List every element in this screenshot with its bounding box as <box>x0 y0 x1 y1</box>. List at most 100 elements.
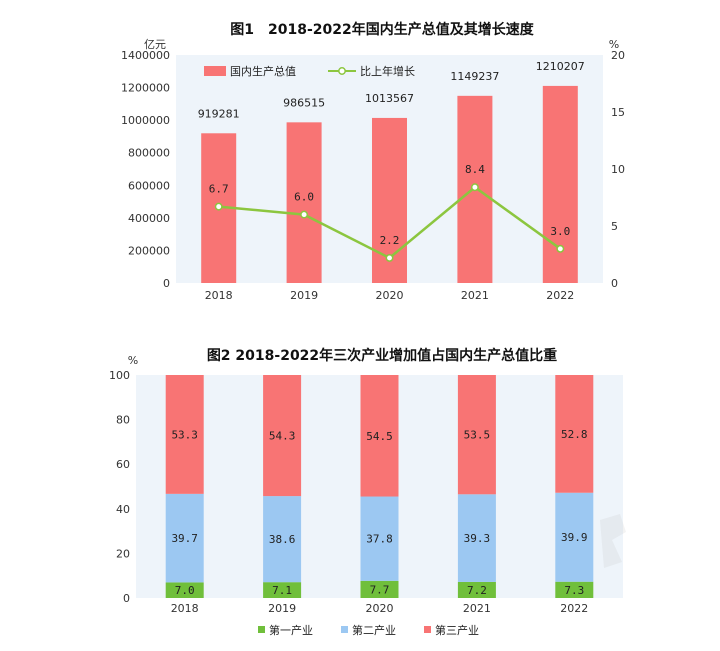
legend-growth-label: 比上年增长 <box>360 64 415 78</box>
growth-value-label: 6.0 <box>294 191 314 204</box>
secondary-industry-segment-label: 39.3 <box>464 532 491 545</box>
chart2-unit: % <box>128 354 138 367</box>
left-tick-label: 400000 <box>128 212 170 225</box>
legend-gdp-swatch <box>204 66 226 76</box>
left-tick-label: 1400000 <box>121 49 170 62</box>
chart1-left-unit: 亿元 <box>144 38 166 51</box>
primary-industry-segment-label: 7.2 <box>467 584 487 597</box>
growth-value-label: 8.4 <box>465 163 485 176</box>
growth-point <box>214 202 223 211</box>
x-tick-label: 2021 <box>463 602 491 615</box>
y-tick-label: 100 <box>109 369 130 382</box>
chart2-title: 图2 2018-2022年三次产业增加值占国内生产总值比重 <box>207 347 557 364</box>
gdp-value-label: 1013567 <box>365 92 414 105</box>
y-tick-label: 80 <box>116 414 130 427</box>
x-tick-label: 2022 <box>546 289 574 302</box>
chart2-y-axis-ticks: 0 20 40 60 80 100 <box>109 369 130 605</box>
right-tick-label: 0 <box>611 277 618 290</box>
secondary-industry-segment-label: 39.7 <box>171 532 198 545</box>
left-tick-label: 800000 <box>128 147 170 160</box>
secondary-industry-segment-label: 38.6 <box>269 533 296 546</box>
left-tick-label: 1200000 <box>121 82 170 95</box>
x-tick-label: 2021 <box>461 289 489 302</box>
x-tick-label: 2019 <box>290 289 318 302</box>
tertiary-industry-segment-label: 54.5 <box>366 430 393 443</box>
left-tick-label: 0 <box>163 277 170 290</box>
gdp-value-label: 1149237 <box>450 70 499 83</box>
legend-gdp-label: 国内生产总值 <box>230 64 296 78</box>
growth-value-label: 6.7 <box>209 183 229 196</box>
secondary-industry-segment <box>457 494 496 582</box>
legend-swatch <box>341 626 348 633</box>
x-tick-label: 2019 <box>268 602 296 615</box>
growth-value-label: 3.0 <box>550 225 570 238</box>
x-tick-label: 2020 <box>366 602 394 615</box>
growth-value-label: 2.2 <box>380 234 400 247</box>
right-tick-label: 5 <box>611 220 618 233</box>
left-tick-label: 200000 <box>128 244 170 257</box>
right-tick-label: 15 <box>611 106 625 119</box>
growth-point <box>470 183 479 192</box>
legend-swatch <box>258 626 265 633</box>
primary-industry-segment-label: 7.1 <box>272 584 292 597</box>
tertiary-industry-segment <box>360 375 399 497</box>
tertiary-industry-segment <box>263 375 302 497</box>
x-tick-label: 2022 <box>560 602 588 615</box>
chart2-legend: 第一产业 第二产业 第三产业 <box>258 623 479 637</box>
legend-label: 第三产业 <box>435 623 479 637</box>
right-tick-label: 20 <box>611 49 625 62</box>
y-tick-label: 20 <box>116 547 130 560</box>
primary-industry-segment <box>555 581 594 598</box>
watermark <box>600 514 626 568</box>
primary-industry-segment <box>360 580 399 598</box>
tertiary-industry-segment <box>165 375 204 494</box>
y-tick-label: 60 <box>116 458 130 471</box>
secondary-industry-segment <box>555 492 594 582</box>
y-tick-label: 0 <box>123 592 130 605</box>
tertiary-industry-segment-label: 54.3 <box>269 430 296 443</box>
secondary-industry-segment-label: 39.9 <box>561 531 588 544</box>
tertiary-industry-segment <box>457 375 496 495</box>
right-tick-label: 10 <box>611 163 625 176</box>
primary-industry-segment-label: 7.7 <box>370 583 390 596</box>
tertiary-industry-segment-label: 53.3 <box>171 428 198 441</box>
chart1-right-unit: % <box>609 38 619 51</box>
growth-point <box>556 244 565 253</box>
tertiary-industry-segment-label: 53.5 <box>464 429 491 442</box>
primary-industry-segment <box>457 581 496 598</box>
gdp-bar <box>542 85 578 283</box>
legend-label: 第二产业 <box>352 623 396 637</box>
secondary-industry-segment <box>165 493 204 583</box>
tertiary-industry-segment <box>555 375 594 493</box>
secondary-industry-segment-label: 37.8 <box>366 533 393 546</box>
chart1-left-axis-ticks: 0 200000 400000 600000 800000 1000000 1200000 1… <box>121 49 170 290</box>
tertiary-industry-segment-label: 52.8 <box>561 428 588 441</box>
chart1-gdp-bars: 919281 986515 1013567 1149237 1210207 <box>198 60 585 283</box>
secondary-industry-segment <box>263 496 302 583</box>
left-tick-label: 1000000 <box>121 114 170 127</box>
chart1-x-axis-ticks: 2018 2019 2020 2021 2022 <box>205 289 575 302</box>
legend-swatch <box>424 626 431 633</box>
chart1-legend: 国内生产总值 比上年增长 <box>204 64 415 78</box>
legend-label: 第一产业 <box>269 623 313 637</box>
legend-growth-marker <box>338 67 346 75</box>
secondary-industry-segment <box>360 496 399 581</box>
chart1-title: 图1 2018-2022年国内生产总值及其增长速度 <box>230 21 534 38</box>
primary-industry-segment <box>263 582 302 598</box>
left-tick-label: 600000 <box>128 179 170 192</box>
primary-industry-segment <box>165 582 204 598</box>
primary-industry-segment-label: 7.3 <box>564 584 584 597</box>
y-tick-label: 40 <box>116 503 130 516</box>
x-tick-label: 2020 <box>376 289 404 302</box>
chart1: 图1 2018-2022年国内生产总值及其增长速度 亿元 % 0 200000 40… <box>121 21 625 302</box>
chart2: 图2 2018-2022年三次产业增加值占国内生产总值比重 % 0 20 40 60 8… <box>109 347 623 637</box>
growth-point <box>300 210 309 219</box>
chart2-stacked-bars: 7.0 39.7 53.3 7.1 38.6 54.3 7.7 37.8 54.5 7.2 39.3… <box>165 375 594 598</box>
chart2-x-axis-ticks: 2018 2019 2020 2021 2022 <box>171 602 589 615</box>
growth-point <box>385 253 394 262</box>
x-tick-label: 2018 <box>205 289 233 302</box>
gdp-value-label: 986515 <box>283 96 325 109</box>
x-tick-label: 2018 <box>171 602 199 615</box>
chart1-right-axis-ticks: 0 5 10 15 20 <box>611 49 625 290</box>
